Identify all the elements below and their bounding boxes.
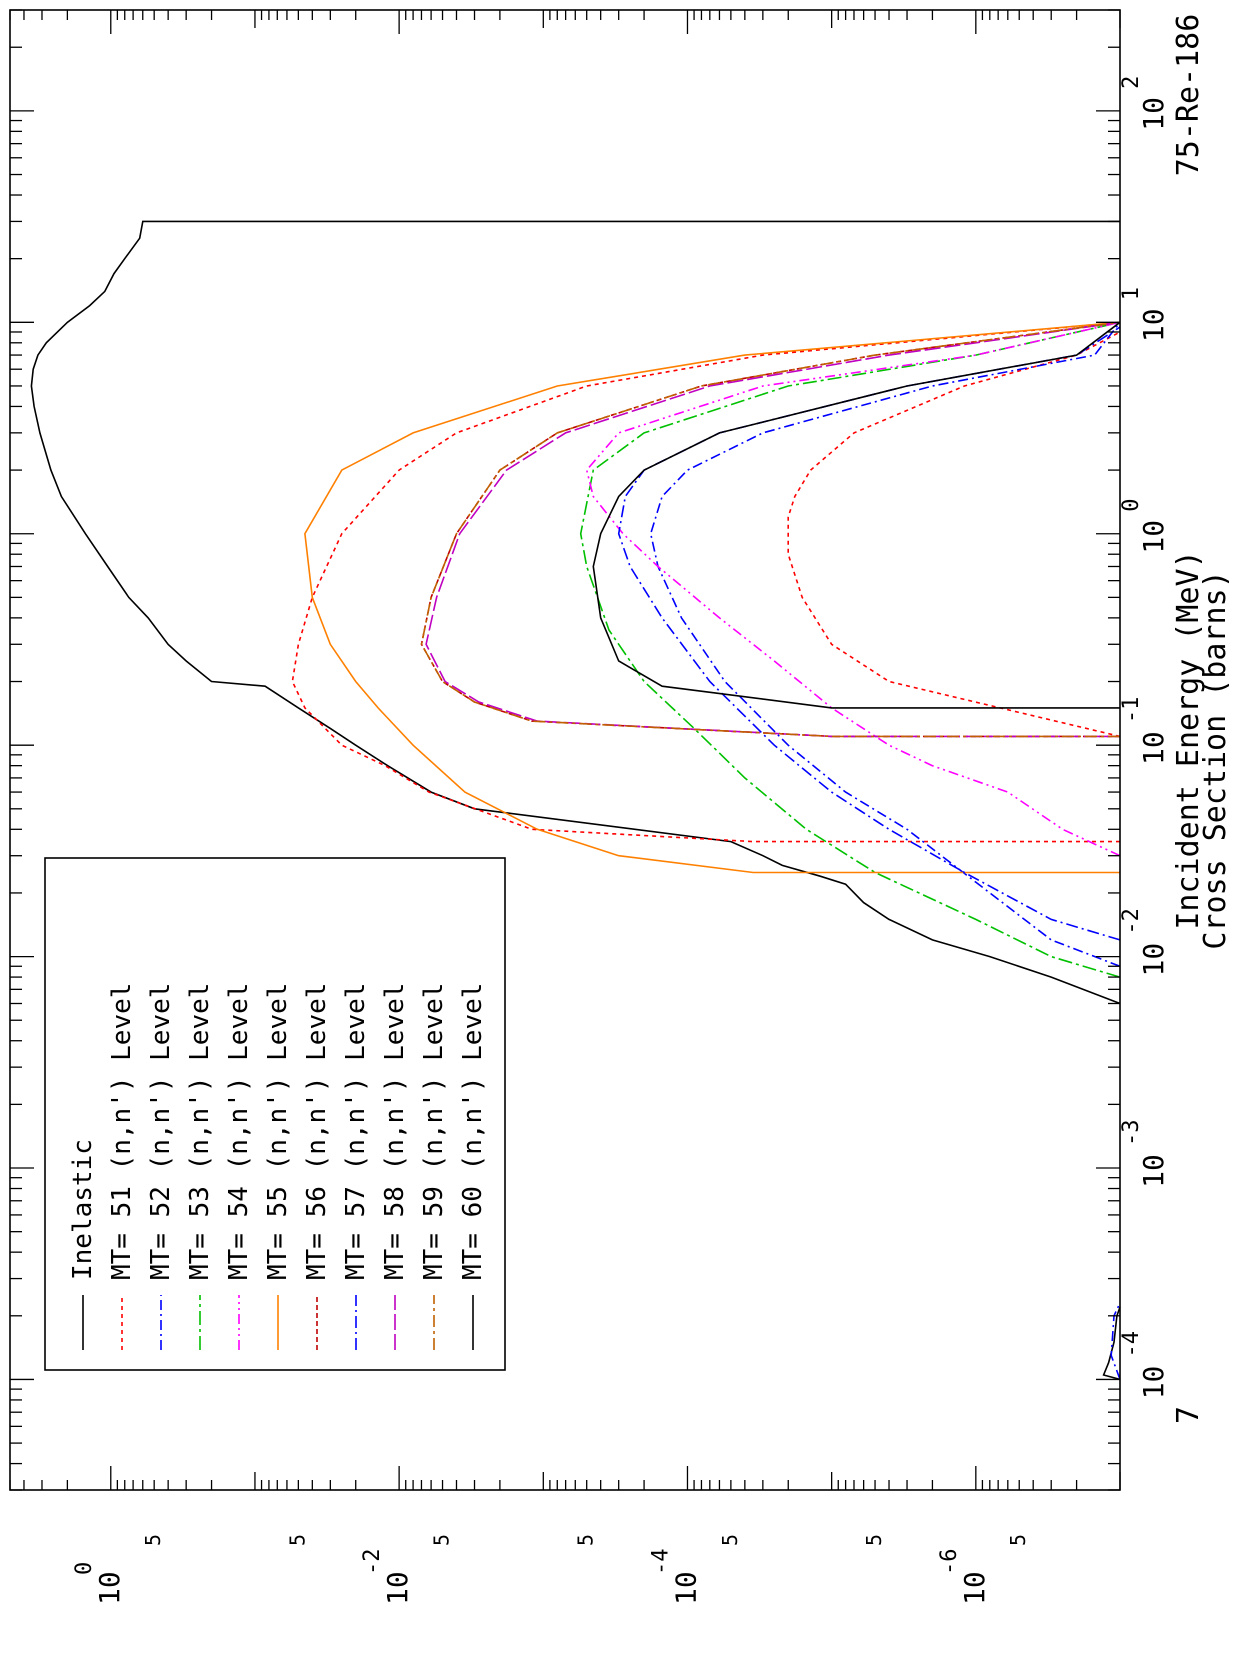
x-tick-label-6: 10 [1137, 97, 1170, 131]
y-tick-label-2: 10 [669, 1571, 702, 1605]
legend-label-9: MT= 59 (n,n') Level [419, 983, 449, 1280]
axis-ticks [9, 9, 1121, 1491]
legend: Inelastic MT= 51 (n,n') Level MT= 52 (n,n'… [44, 857, 506, 1371]
x-tick-label-5: 10 [1137, 308, 1170, 342]
axis-labels: 10-410-310-210-110010110210010-210-410-6… [72, 14, 1233, 1605]
legend-label-6: MT= 56 (n,n') Level [302, 983, 332, 1280]
series-line-7 [617, 326, 1121, 941]
legend-label-1: MT= 51 (n,n') Level [107, 983, 137, 1280]
chart-title: 75-Re-186 [1171, 14, 1206, 177]
legend-label-7: MT= 57 (n,n') Level [341, 983, 371, 1280]
x-tick-label-exp-3: -1 [1119, 697, 1144, 724]
y-tick-label-3: 10 [958, 1571, 991, 1605]
x-tick-label-3: 10 [1137, 731, 1170, 765]
series-line-1 [291, 321, 1121, 843]
series-line-9 [420, 321, 1121, 738]
y-tick-label-exp-1: -2 [360, 1549, 385, 1576]
y-tick-label-1: 10 [381, 1571, 414, 1605]
legend-label-4: MT= 54 (n,n') Level [224, 983, 254, 1280]
y-minor-label-5: 5 [862, 1534, 886, 1546]
series-curves [30, 220, 1121, 1381]
y-minor-label-3: 5 [574, 1534, 598, 1546]
series-line-2 [649, 321, 1121, 1380]
x-axis-title: Incident Energy (MeV) [1171, 550, 1206, 929]
y-minor-label-2: 5 [430, 1534, 454, 1546]
x-tick-label-exp-2: -2 [1119, 908, 1144, 935]
x-tick-label-exp-6: 2 [1119, 76, 1144, 89]
y-minor-label-6: 5 [1006, 1534, 1030, 1546]
x-tick-label-exp-0: -4 [1119, 1331, 1144, 1358]
x-tick-label-2: 10 [1137, 943, 1170, 977]
series-line-4 [585, 321, 1121, 857]
x-tick-label-0: 10 [1137, 1366, 1170, 1400]
series-line-6 [420, 321, 1121, 738]
legend-label-2: MT= 52 (n,n') Level [146, 983, 176, 1280]
y-tick-label-exp-2: -4 [648, 1549, 673, 1576]
legend-label-3: MT= 53 (n,n') Level [185, 983, 215, 1280]
x-tick-label-exp-1: -3 [1119, 1120, 1144, 1147]
series-line-8 [425, 321, 1121, 738]
y-minor-label-0: 5 [141, 1534, 165, 1546]
series-line-5 [304, 321, 1121, 874]
y-axis-title: Cross Section (barns) [1198, 570, 1233, 949]
y-tick-label-exp-0: 0 [72, 1562, 97, 1575]
series-line-3 [579, 321, 1121, 978]
legend-label-10: MT= 60 (n,n') Level [458, 983, 488, 1280]
x-tick-label-exp-5: 1 [1119, 287, 1144, 300]
x-tick-label-exp-4: 0 [1119, 498, 1144, 511]
legend-label-5: MT= 55 (n,n') Level [263, 983, 293, 1280]
y-tick-label-0: 10 [93, 1571, 126, 1605]
legend-label-0: Inelastic [68, 1139, 98, 1280]
page-number: 7 [1171, 1406, 1206, 1424]
y-minor-label-4: 5 [718, 1534, 742, 1546]
y-minor-label-1: 5 [285, 1534, 309, 1546]
legend-box [44, 857, 506, 1371]
x-tick-label-1: 10 [1137, 1154, 1170, 1188]
x-tick-label-4: 10 [1137, 520, 1170, 554]
legend-label-8: MT= 58 (n,n') Level [380, 983, 410, 1280]
y-tick-label-exp-3: -6 [937, 1549, 962, 1576]
series-line-10 [592, 321, 1121, 709]
